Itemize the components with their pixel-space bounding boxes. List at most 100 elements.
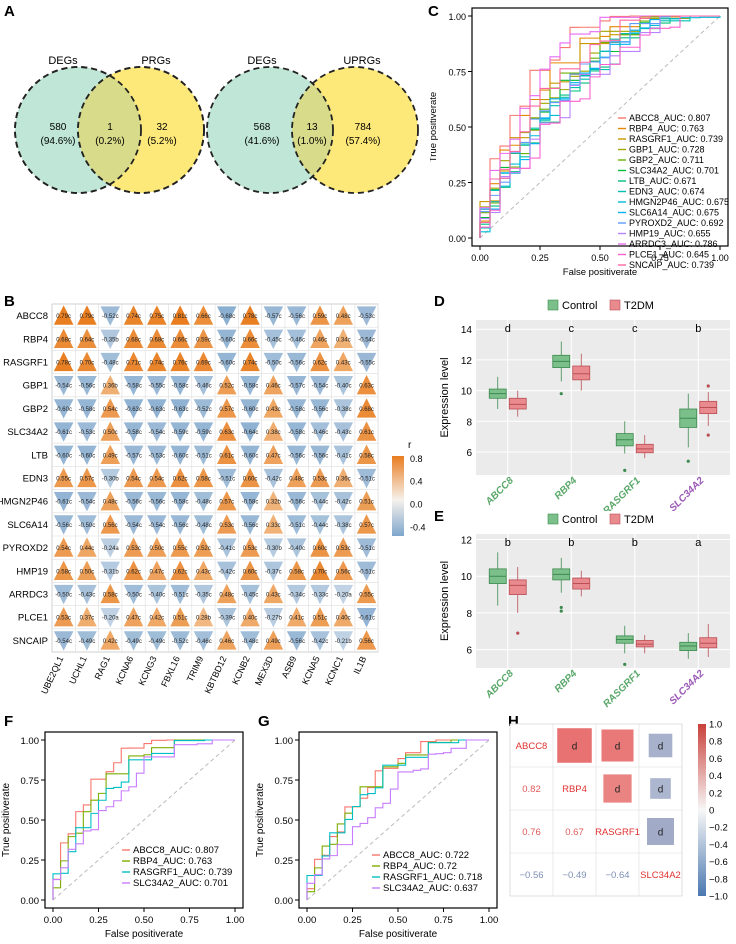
heatmap-cell-marker (123, 328, 144, 348)
heatmap-cell-marker (53, 537, 74, 557)
heatmap-cell-value: -0.54c (149, 523, 166, 529)
heatmap-cell-marker (100, 468, 121, 489)
heatmap-cell-value: 0.79c (56, 314, 71, 320)
heatmap-cell-marker (263, 306, 284, 326)
roc-curve (479, 15, 720, 238)
legend-tick: -0.4 (410, 522, 426, 532)
heatmap-cell-value: -0.51c (358, 477, 375, 483)
venn-2-left-count: 568 (254, 122, 271, 133)
heatmap-cell-marker (263, 630, 284, 650)
heatmap-col-label: UBE2QL1 (39, 655, 65, 696)
heatmap-cell-value: 0.32b (266, 500, 282, 506)
heatmap-col-label: KCNA6 (114, 655, 136, 686)
legend-label: RBP4_AUC: 0.763 (133, 856, 212, 867)
heatmap-cell-marker (53, 584, 74, 605)
heatmap-cell-marker (216, 468, 237, 489)
heatmap-cell-marker (356, 421, 377, 441)
correlation-matrix: ABCC8 RBP4 RASGRF1 SLC34A2 0.82 0.76 0.67 −0.56… (509, 720, 728, 903)
heatmap-cell-value: -0.58c (172, 384, 189, 390)
heatmap-cell-marker (333, 584, 354, 605)
heatmap-cell-value: 0.59c (196, 337, 211, 343)
heatmap-cell-marker (286, 606, 307, 627)
colorbar-tick: −1.0 (709, 892, 728, 903)
matrix-value: 0.82 (522, 784, 541, 795)
heatmap-cell-value: -0.51c (288, 523, 305, 529)
heatmap-cell-marker (310, 422, 330, 442)
heatmap-cell-value: -0.30b (265, 546, 283, 552)
y-tick-label: 8 (466, 417, 472, 428)
x-tick-label: 0.75 (434, 915, 453, 926)
heatmap-cell-marker (147, 515, 167, 535)
heatmap-cell-value: -0.35b (102, 337, 120, 343)
heatmap-cell-marker (147, 376, 167, 396)
heatmap-cell-marker (240, 305, 260, 325)
legend-label: SNCAIP_AUC: 0.739 (629, 260, 714, 270)
heatmap-cell-marker (100, 583, 121, 604)
heatmap-cell-marker (216, 490, 237, 511)
heatmap-cell-value: -0.60c (55, 407, 72, 413)
heatmap-cell-marker (123, 351, 144, 372)
heatmap-cell-value: -0.53c (358, 314, 375, 320)
heatmap-cell-value: 0.69c (196, 361, 211, 367)
y-tick-label: 0.50 (275, 816, 294, 827)
heatmap-cell-value: 0.46c (266, 384, 281, 390)
box-outlier (706, 433, 710, 437)
venn-2-mid-count: 13 (306, 122, 318, 133)
heatmap-cell-value: -0.40c (335, 384, 352, 390)
heatmap-cell-marker (263, 468, 284, 489)
heatmap-cell-marker (123, 606, 144, 627)
heatmap-cell-marker (216, 444, 237, 464)
heatmap-cell-marker (77, 399, 97, 419)
heatmap-cell-marker (356, 468, 377, 489)
heatmap-cell-marker (310, 305, 330, 325)
heatmap-cell-marker (216, 514, 237, 534)
heatmap-row-label: HMP19 (16, 566, 48, 577)
matrix-square (650, 778, 671, 799)
panel-label-a: A (4, 3, 15, 20)
box-outlier (623, 662, 627, 666)
x-category-label: SLC34A2 (668, 668, 707, 707)
heatmap-cell-marker (310, 492, 330, 512)
heatmap-cell-marker (77, 515, 97, 535)
heatmap-cell-value: -0.27b (265, 616, 283, 622)
boxplot-d: 6 8 10 12 14 d c c b ABCC8 RBP4 RASGRF1 SLC34A2 Expre… (439, 299, 730, 511)
heatmap-cell-marker (356, 352, 377, 373)
heatmap-cell-marker (53, 351, 74, 372)
heatmap-cell-marker (310, 606, 330, 627)
x-tick-label: 0.75 (180, 915, 199, 926)
heatmap-cell-marker (356, 608, 377, 628)
heatmap-cell-value: -0.60c (242, 407, 259, 413)
heatmap-cell-marker (123, 560, 144, 580)
heatmap-cell-value: -0.60c (242, 453, 259, 459)
heatmap-cell-value: 0.34c (336, 337, 351, 343)
y-tick-label: 0.00 (448, 234, 466, 244)
colorbar-tick: 1.0 (709, 720, 722, 731)
box-outlier (686, 459, 690, 463)
box-outlier (559, 609, 563, 613)
heatmap-cell-marker (100, 514, 121, 534)
heatmap-cell-marker (240, 560, 260, 580)
colorbar-tick: −0.8 (709, 874, 728, 885)
heatmap-cell-value: 0.58c (103, 593, 118, 599)
heatmap-cell-value: 0.48c (103, 500, 118, 506)
heatmap-cell-value: 0.79c (80, 314, 95, 320)
matrix-colorbar (698, 724, 706, 896)
heatmap-cell-marker (240, 467, 260, 488)
heatmap-cell-marker (286, 399, 307, 419)
heatmap-cell-marker (263, 583, 284, 604)
heatmap-cell-marker (77, 445, 97, 466)
heatmap-cell-marker (240, 399, 260, 419)
heatmap-cell-value: 0.57c (359, 523, 374, 529)
heatmap-cell-marker (286, 376, 307, 396)
heatmap-cell-value: -0.49c (125, 639, 142, 645)
heatmap-cell-marker (170, 537, 190, 557)
heatmap-cell-value: -0.40c (149, 593, 166, 599)
heatmap-cell-value: 0.74c (243, 361, 258, 367)
heatmap-cell-value: -0.56c (312, 407, 329, 413)
heatmap-cell-value: 0.62c (173, 477, 188, 483)
heatmap-cell-marker (216, 561, 237, 582)
heatmap-cell-value: -0.33c (312, 593, 329, 599)
heatmap-row-label: SLC6A14 (7, 520, 48, 531)
heatmap-cell-value: 0.59c (313, 314, 328, 320)
heatmap-cell-value: -0.58c (125, 430, 142, 436)
